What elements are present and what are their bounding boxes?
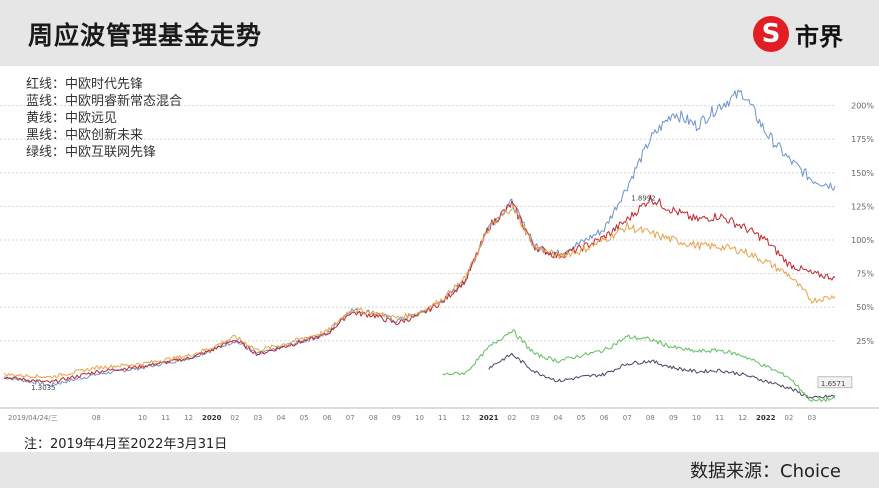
x-tick-label: 11: [715, 414, 724, 422]
y-tick-label: 50%: [856, 303, 874, 312]
x-tick-label: 10: [415, 414, 424, 422]
y-tick-label: 25%: [856, 337, 874, 346]
series-line: [3, 205, 836, 379]
legend-item-black: 黑线：中欧创新未来: [26, 128, 144, 143]
x-tick-label: 07: [346, 414, 355, 422]
value-box: [817, 376, 853, 389]
brand-s-icon: S: [753, 16, 789, 52]
legend-item-red: 红线：中欧时代先锋: [26, 77, 144, 92]
y-tick-label: 125%: [851, 202, 874, 211]
x-tick-label: 10: [692, 414, 701, 422]
value-annotation: 1.8992: [631, 194, 656, 202]
y-tick-label: 75%: [856, 270, 874, 279]
brand-name: 市界: [795, 22, 843, 51]
brand-logo: S 市界: [753, 14, 843, 54]
x-tick-label: 04: [554, 414, 563, 422]
chart-note: 注：2019年4月至2022年3月31日: [24, 437, 228, 452]
footer-bar: [0, 452, 879, 488]
x-tick-label: 02: [784, 414, 793, 422]
x-tick-label: 08: [369, 414, 378, 422]
x-tick-label: 2019/04/24/三: [8, 414, 58, 422]
y-tick-label: 100%: [851, 236, 874, 245]
legend-item-green: 绿线：中欧互联网先锋: [26, 145, 157, 160]
value-annotation: 1.3035: [31, 384, 56, 392]
x-tick-label: 06: [600, 414, 609, 422]
y-tick-label: 175%: [851, 135, 874, 144]
x-tick-label: 07: [623, 414, 632, 422]
x-tick-label: 12: [461, 414, 470, 422]
y-tick-label: 150%: [851, 169, 874, 178]
x-tick-label: 03: [807, 414, 816, 422]
x-tick-label: 04: [277, 414, 286, 422]
x-tick-label: 10: [138, 414, 147, 422]
x-tick-label: 08: [646, 414, 655, 422]
page-title: 周应波管理基金走势: [28, 21, 263, 50]
x-tick-label: 05: [300, 414, 309, 422]
x-tick-label: 12: [738, 414, 747, 422]
x-tick-label: 02: [507, 414, 516, 422]
x-tick-label: 2021: [479, 414, 499, 422]
x-tick-label: 2022: [756, 414, 776, 422]
x-tick-label: 03: [530, 414, 539, 422]
x-tick-label: 11: [161, 414, 170, 422]
legend-item-blue: 蓝线：中欧明睿新常态混合: [26, 94, 183, 109]
chart-area: 红线：中欧时代先锋 蓝线：中欧明睿新常态混合 黄线：中欧远见 黑线：中欧创新未来…: [0, 66, 879, 432]
header-bar: [0, 0, 879, 66]
x-tick-label: 03: [253, 414, 262, 422]
x-tick-label: 02: [230, 414, 239, 422]
series-line: [442, 329, 836, 403]
x-tick-label: 2020: [202, 414, 222, 422]
x-tick-label: 06: [323, 414, 332, 422]
y-tick-label: 200%: [851, 102, 874, 111]
x-tick-label: 05: [577, 414, 586, 422]
legend-item-yellow: 黄线：中欧远见: [26, 111, 118, 126]
line-chart: 25% 50% 75% 100% 125% 150% 175% 200% 2019/04/24…: [0, 89, 879, 422]
x-tick-label: 09: [392, 414, 401, 422]
x-tick-label: 09: [669, 414, 678, 422]
x-tick-label: 11: [438, 414, 447, 422]
series-line: [488, 352, 836, 399]
value-annotation: 1.6571: [821, 380, 846, 388]
series-line: [3, 194, 836, 384]
data-source: 数据来源：Choice: [690, 461, 841, 482]
x-tick-label: 12: [184, 414, 193, 422]
x-tick-label: 08: [92, 414, 101, 422]
chart-legend: 红线：中欧时代先锋 蓝线：中欧明睿新常态混合 黄线：中欧远见 黑线：中欧创新未来…: [26, 76, 182, 161]
